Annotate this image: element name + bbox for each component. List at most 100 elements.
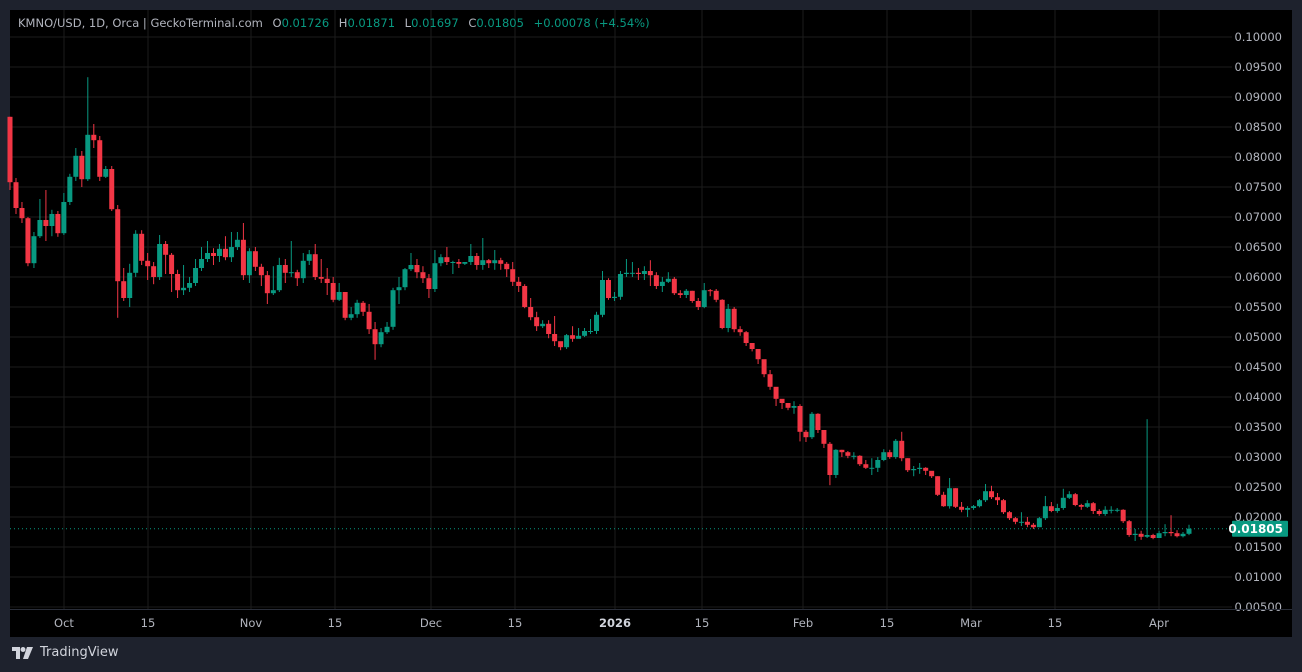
candle (947, 478, 953, 509)
candle (157, 235, 163, 280)
candle (151, 262, 157, 285)
candle (133, 230, 139, 277)
candle-body (558, 341, 564, 348)
candle-body (1084, 503, 1090, 507)
candle (31, 232, 37, 268)
price-axis[interactable]: 0.10000 0.09500 0.09000 0.08500 0.08000 0.075… (1234, 30, 1282, 614)
candle-body (881, 452, 887, 460)
candle (330, 277, 336, 303)
candle-body (175, 274, 181, 291)
candle (534, 311, 540, 331)
candle-body (378, 332, 384, 345)
candle (1066, 491, 1072, 499)
candle (965, 506, 971, 517)
candle (1078, 503, 1084, 510)
candle (55, 211, 61, 237)
candle-body (1096, 511, 1102, 514)
time-axis[interactable]: Oct 15 Nov 15 Dec 15 2026 15 Feb 15 Mar 15 Apr (10, 609, 1292, 631)
candle-body (953, 488, 959, 507)
candle (1132, 529, 1138, 541)
candle (342, 292, 348, 321)
candle-body (169, 254, 175, 274)
candle-body (923, 467, 929, 471)
candle (390, 287, 396, 330)
candle (115, 205, 121, 318)
candle-body (635, 272, 641, 274)
candle-body (815, 413, 821, 430)
change-value: +0.00078 (+4.54%) (533, 16, 650, 30)
candle (522, 284, 528, 309)
candle-body (1156, 533, 1162, 538)
candle-body (863, 464, 869, 468)
candle-body (480, 260, 486, 265)
candle (1036, 517, 1042, 528)
candle (25, 217, 31, 267)
candle (384, 322, 390, 334)
candle-body (420, 272, 426, 279)
candle-body (1066, 494, 1072, 498)
candle-body (707, 290, 713, 292)
candle (994, 493, 1000, 505)
candle-body (965, 508, 971, 510)
candle-body (570, 335, 576, 339)
candle-body (737, 329, 743, 333)
candle (240, 223, 246, 280)
candle-body (522, 286, 528, 307)
candle (444, 247, 450, 265)
candle (234, 232, 240, 250)
candle-body (252, 251, 258, 267)
candle (815, 413, 821, 433)
candle (1030, 523, 1036, 529)
candle-body (151, 266, 157, 277)
candle (1144, 419, 1150, 538)
candle-body (1078, 505, 1084, 507)
candle-body (456, 262, 462, 264)
candle (629, 262, 635, 277)
candle-body (462, 262, 468, 264)
candle-body (839, 449, 845, 453)
candle (450, 260, 456, 274)
candle-body (486, 260, 492, 264)
candle (582, 328, 588, 337)
candle (360, 301, 366, 316)
candle (803, 430, 809, 442)
candle (869, 458, 875, 475)
tradingview-brand[interactable]: TradingView (12, 645, 119, 660)
candle (336, 283, 342, 301)
candle (216, 244, 222, 262)
candle (540, 320, 546, 328)
candle-body (576, 335, 582, 339)
candle (1180, 532, 1186, 538)
y-tick-label: 0.04500 (1234, 360, 1282, 374)
candle-body (629, 272, 635, 274)
candle-body (85, 134, 91, 180)
candle-body (582, 331, 588, 336)
candle (839, 449, 845, 457)
candle (827, 442, 833, 486)
candle (510, 262, 516, 286)
candle-body (1150, 535, 1156, 538)
candle (163, 241, 169, 274)
candle-body (743, 332, 749, 343)
candle-body (1180, 533, 1186, 537)
candle-body (725, 308, 731, 328)
candle (492, 250, 498, 270)
chart-panel[interactable] (10, 10, 1292, 637)
candle (785, 403, 791, 411)
candle-body (13, 182, 19, 208)
candle-body (354, 302, 360, 315)
candle (258, 263, 264, 286)
candle-body (414, 265, 420, 273)
candle (121, 268, 127, 301)
candle (378, 328, 384, 348)
candle (193, 259, 199, 286)
candle-body (49, 214, 55, 226)
candle-body (288, 272, 294, 274)
y-tick-label: 0.06000 (1234, 270, 1282, 284)
candle (959, 502, 965, 513)
symbol-title[interactable]: KMNO/USD, 1D, Orca | GeckoTerminal.com (18, 16, 263, 30)
candle-body (79, 155, 85, 180)
candle-body (599, 280, 605, 315)
candle-body (492, 260, 498, 264)
